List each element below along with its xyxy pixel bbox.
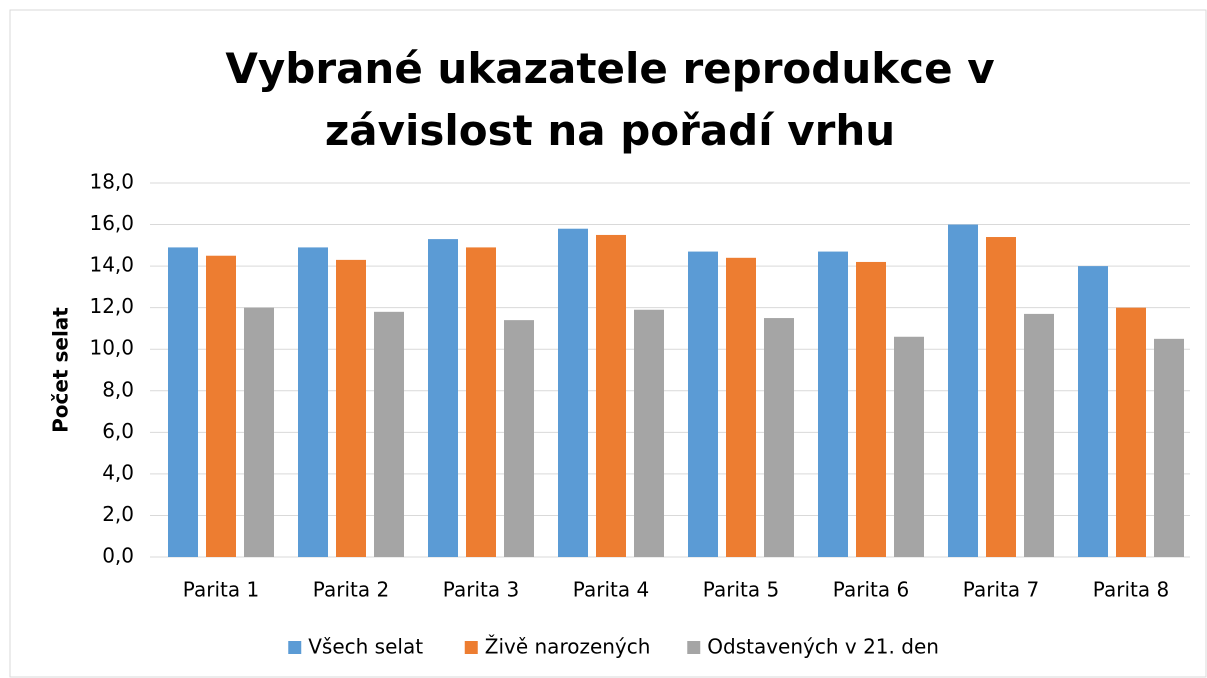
y-axis-label: Počet selat: [49, 307, 73, 433]
y-tick-label: 0,0: [102, 544, 134, 568]
bar: [726, 257, 756, 557]
y-tick-label: 8,0: [102, 377, 134, 401]
bar: [1078, 266, 1108, 557]
chart-border: [9, 9, 1207, 678]
bar: [168, 247, 198, 557]
bar: [894, 336, 924, 557]
legend-swatch: [687, 641, 701, 654]
x-tick-label: Parita 4: [573, 578, 649, 602]
bar: [948, 224, 978, 558]
bar: [298, 247, 328, 557]
y-tick-label: 6,0: [102, 419, 134, 443]
bar: [466, 247, 496, 557]
bar: [1116, 307, 1146, 557]
bar: [206, 255, 236, 557]
x-tick-label: Parita 6: [833, 578, 909, 602]
legend-label: Odstavených v 21. den: [707, 635, 939, 659]
bar: [1154, 338, 1184, 557]
bar: [764, 318, 794, 557]
x-tick-label: Parita 3: [443, 578, 519, 602]
bar: [856, 261, 886, 557]
bar: [428, 239, 458, 557]
y-tick-label: 2,0: [102, 502, 134, 526]
y-tick-label: 16,0: [89, 211, 134, 235]
x-tick-label: Parita 2: [313, 578, 389, 602]
legend-swatch: [288, 641, 302, 654]
y-tick-label: 12,0: [89, 294, 134, 318]
legend-swatch: [464, 641, 478, 654]
bar: [986, 237, 1016, 557]
legend-label: Všech selat: [308, 635, 423, 659]
y-tick-label: 10,0: [89, 336, 134, 360]
bar: [818, 251, 848, 558]
y-tick-label: 18,0: [89, 170, 134, 194]
bar: [634, 309, 664, 557]
y-tick-label: 4,0: [102, 460, 134, 484]
legend-label: Živě narozených: [485, 635, 651, 659]
bar: [374, 311, 404, 557]
bar: [1024, 313, 1054, 557]
y-tick-label: 14,0: [89, 253, 134, 277]
x-tick-label: Parita 8: [1093, 578, 1169, 602]
bar: [558, 228, 588, 557]
bar: [336, 259, 366, 557]
bar: [244, 307, 274, 557]
bar: [504, 320, 534, 557]
x-tick-label: Parita 7: [963, 578, 1039, 602]
bar: [596, 234, 626, 557]
x-tick-label: Parita 1: [183, 578, 259, 602]
chart-title: Vybrané ukazatele reprodukce v závislost…: [225, 44, 995, 155]
x-tick-label: Parita 5: [703, 578, 779, 602]
bar: [688, 251, 718, 558]
